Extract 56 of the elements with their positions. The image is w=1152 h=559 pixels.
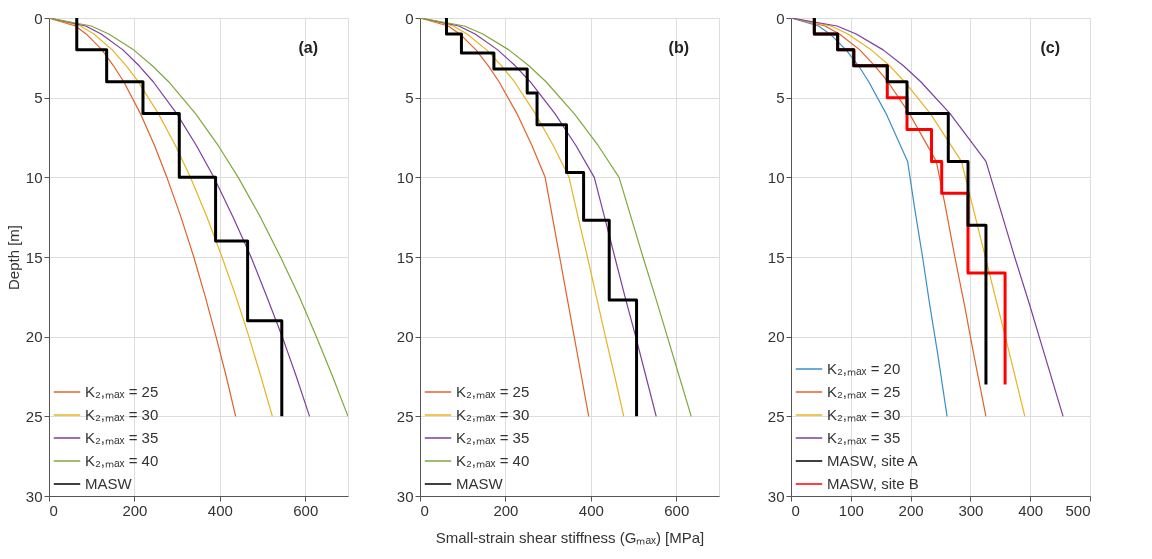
y-tick-label: 25: [767, 407, 785, 425]
y-tick-label: 5: [776, 89, 785, 107]
legend-label: K₂,ₘₐₓ = 25: [456, 383, 530, 400]
x-tick-label: 200: [493, 501, 519, 519]
y-tick-label: 0: [405, 9, 414, 27]
legend-label: K₂,ₘₐₓ = 35: [85, 429, 159, 446]
y-tick-label: 0: [776, 9, 785, 27]
text: (c): [1040, 39, 1060, 56]
x-tick-label: 200: [898, 501, 924, 519]
x-tick-label: 500: [1065, 501, 1091, 519]
text: (a): [298, 39, 318, 56]
y-tick-label: 10: [396, 168, 414, 186]
legend-label: K₂,ₘₐₓ = 40: [456, 452, 530, 469]
x-tick-label: 400: [1018, 501, 1044, 519]
legend-label: MASW, site A: [827, 452, 918, 469]
x-tick-label: 600: [293, 501, 319, 519]
y-tick-label: 5: [34, 89, 43, 107]
legend-label: K₂,ₘₐₓ = 30: [85, 406, 159, 423]
y-tick-label: 15: [25, 248, 43, 266]
legend-label: K₂,ₘₐₓ = 30: [827, 406, 901, 423]
y-tick-label: 15: [396, 248, 414, 266]
y-axis-title: Depth [m]: [4, 224, 22, 291]
x-tick-label: 0: [420, 501, 429, 519]
x-axis-title: Small-strain shear stiffness (Gₘₐₓ) [MPa]: [435, 528, 705, 546]
y-tick-label: 30: [767, 487, 785, 505]
x-tick-label: 0: [791, 501, 800, 519]
legend-label: K₂,ₘₐₓ = 40: [85, 452, 159, 469]
text: (b): [668, 39, 689, 56]
legend-label: K₂,ₘₐₓ = 20: [827, 360, 901, 377]
y-tick-label: 20: [396, 328, 414, 346]
x-tick-label: 400: [578, 501, 604, 519]
y-tick-label: 20: [767, 328, 785, 346]
legend-label: K₂,ₘₐₓ = 25: [827, 383, 901, 400]
y-tick-label: 25: [396, 407, 414, 425]
y-tick-label: 30: [396, 487, 414, 505]
y-tick-label: 15: [767, 248, 785, 266]
legend-label: MASW: [85, 475, 133, 492]
x-tick-label: 300: [958, 501, 984, 519]
y-tick-label: 20: [25, 328, 43, 346]
y-tick-label: 0: [34, 9, 43, 27]
legend-label: K₂,ₘₐₓ = 35: [827, 429, 901, 446]
y-tick-label: 30: [25, 487, 43, 505]
legend-label: K₂,ₘₐₓ = 35: [456, 429, 530, 446]
y-tick-label: 25: [25, 407, 43, 425]
y-tick-label: 10: [25, 168, 43, 186]
legend-label: K₂,ₘₐₓ = 30: [456, 406, 530, 423]
legend-label: MASW, site B: [827, 475, 919, 492]
y-tick-label: 10: [767, 168, 785, 186]
x-tick-label: 400: [207, 501, 233, 519]
legend-label: MASW: [456, 475, 504, 492]
y-tick-label: 5: [405, 89, 414, 107]
x-tick-label: 200: [122, 501, 148, 519]
legend-label: K₂,ₘₐₓ = 25: [85, 383, 159, 400]
x-tick-label: 600: [664, 501, 690, 519]
x-tick-label: 0: [49, 501, 58, 519]
x-tick-label: 100: [838, 501, 864, 519]
